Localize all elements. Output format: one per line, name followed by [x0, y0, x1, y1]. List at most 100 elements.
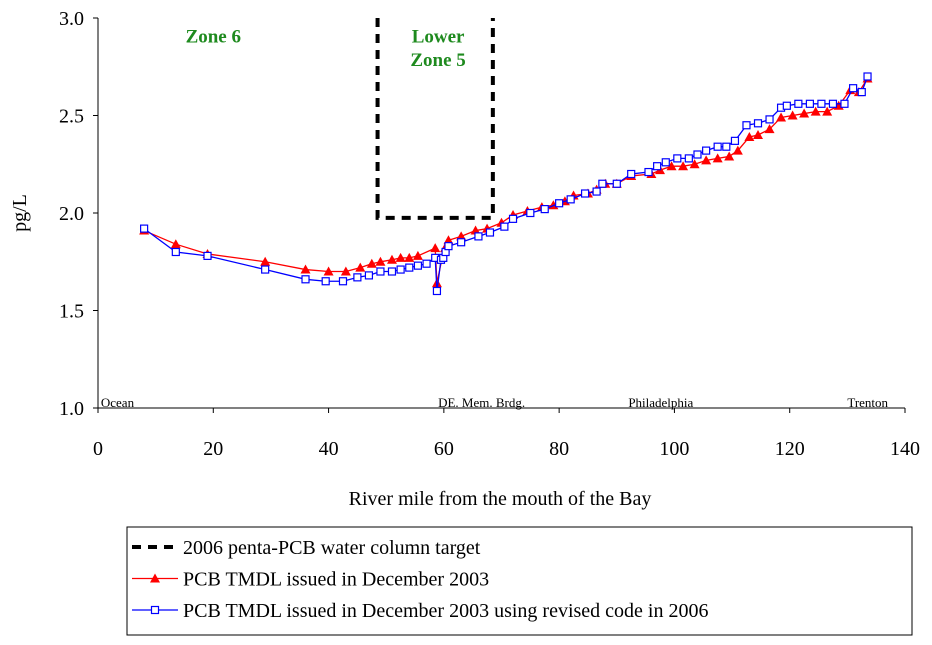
legend-marker [150, 573, 160, 583]
x-tick-label: 0 [93, 438, 103, 460]
data-point [405, 263, 414, 272]
data-point [730, 136, 740, 145]
data-point [580, 189, 590, 198]
data-point [689, 159, 700, 169]
data-point [666, 161, 677, 171]
x-tick-label: 40 [319, 438, 339, 460]
data-point [422, 259, 431, 268]
data-point [857, 87, 866, 97]
data-point [684, 154, 693, 163]
data-point [693, 150, 702, 159]
data-point [364, 271, 374, 280]
annotation: Ocean [101, 395, 135, 410]
x-axis-label: River mile from the mouth of the Bay [349, 488, 652, 510]
data-point [500, 222, 509, 231]
data-point [765, 115, 774, 124]
data-point [612, 179, 621, 188]
data-point [644, 167, 653, 177]
data-point [555, 199, 564, 208]
data-point [744, 131, 755, 141]
annotation: Zone 6 [186, 27, 241, 48]
data-point [782, 101, 791, 110]
x-tick-label: 20 [203, 438, 223, 460]
data-point [387, 267, 397, 276]
data-point [540, 205, 549, 214]
data-point [261, 265, 270, 274]
data-point [794, 99, 803, 108]
data-point [732, 145, 743, 155]
data-point [713, 142, 722, 151]
data-point [701, 155, 712, 165]
series-line [143, 78, 869, 284]
data-point [653, 162, 662, 171]
data-point [598, 179, 607, 188]
annotation: Lower [412, 27, 465, 48]
annotation: Philadelphia [628, 395, 693, 410]
data-point [395, 252, 406, 262]
annotation: Zone 5 [410, 50, 465, 71]
data-point [702, 146, 711, 155]
data-point [376, 267, 385, 276]
data-point [485, 228, 495, 237]
y-axis-label: pg/L [9, 194, 31, 232]
data-point [722, 142, 731, 151]
data-point [526, 208, 535, 218]
legend-label: 2006 penta-PCB water column target [183, 537, 481, 559]
data-point [627, 169, 636, 179]
x-tick-label: 120 [775, 438, 805, 460]
x-tick-label: 140 [890, 438, 920, 460]
data-point [323, 266, 334, 276]
data-point [386, 254, 397, 264]
data-point [817, 99, 826, 108]
data-point [724, 151, 735, 161]
data-point [764, 124, 775, 134]
data-point [260, 256, 271, 266]
data-point [300, 264, 311, 274]
series-line [375, 18, 495, 220]
data-point [828, 99, 838, 108]
data-point [566, 195, 575, 204]
y-tick-label: 3.0 [59, 8, 84, 30]
data-point [355, 262, 366, 272]
legend-marker [150, 605, 160, 615]
data-point [742, 121, 751, 130]
data-point [413, 261, 423, 270]
data-point [432, 286, 442, 296]
legend-box [126, 526, 913, 636]
data-point [301, 275, 310, 284]
data-point [822, 106, 833, 116]
data-point [171, 247, 180, 257]
y-tick-label: 2.0 [59, 203, 84, 225]
x-tick-label: 100 [659, 438, 689, 460]
y-tick-label: 1.5 [59, 301, 84, 323]
data-point [396, 265, 405, 274]
data-point [849, 84, 858, 93]
data-point [776, 112, 787, 122]
data-point [678, 161, 689, 171]
data-point [321, 277, 330, 286]
data-point [366, 258, 377, 268]
data-point [456, 231, 467, 241]
y-tick-label: 2.5 [59, 106, 84, 128]
annotation: Trenton [847, 395, 888, 410]
data-point [799, 108, 810, 118]
data-point [340, 266, 351, 276]
data-point [863, 72, 872, 81]
data-point [673, 154, 682, 163]
data-point [444, 242, 453, 251]
data-point [203, 251, 212, 260]
series-line [143, 76, 869, 292]
data-point [457, 238, 466, 247]
data-point [810, 106, 821, 116]
data-point [805, 99, 814, 108]
x-tick-label: 60 [434, 438, 454, 460]
data-point [170, 239, 181, 249]
data-point [753, 130, 764, 139]
data-point [508, 214, 518, 223]
data-point [375, 256, 386, 266]
data-point [840, 99, 849, 108]
legend-label: PCB TMDL issued in December 2003 using r… [183, 600, 709, 622]
data-point [353, 273, 362, 282]
x-tick-label: 80 [549, 438, 569, 460]
y-tick-label: 1.0 [59, 398, 84, 420]
